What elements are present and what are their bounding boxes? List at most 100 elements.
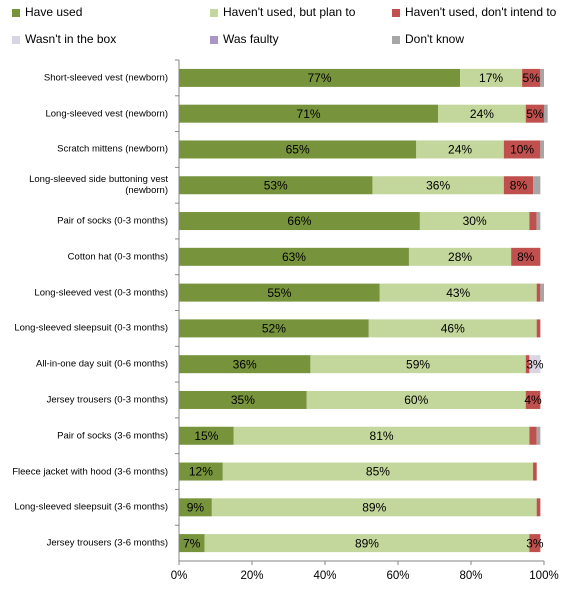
bar-segment <box>536 212 541 231</box>
legend-label: Have used <box>25 5 82 19</box>
bar-segment <box>179 355 311 374</box>
data-label: 5% <box>526 107 544 121</box>
data-label: 81% <box>370 429 394 443</box>
bar-segment <box>419 212 530 231</box>
bar-segment <box>179 390 307 409</box>
x-tick-label: 80% <box>459 570 482 582</box>
bar-segment <box>525 104 544 123</box>
bar-segment <box>379 283 537 302</box>
data-label: 89% <box>362 500 386 514</box>
bar-segment <box>525 390 541 409</box>
data-label: 59% <box>406 357 430 371</box>
bar-segment <box>503 176 534 195</box>
category-label: Long-sleeved side buttoning vest (newbor… <box>29 174 168 197</box>
category-label: Short-sleeved vest (newborn) <box>43 72 168 84</box>
bar-segment <box>544 104 548 123</box>
bar-segment <box>306 390 526 409</box>
category-label: Long-sleeved vest (0-3 months) <box>34 287 168 299</box>
data-label: 10% <box>510 143 534 157</box>
data-label: 77% <box>308 71 332 85</box>
data-label: 17% <box>479 71 503 85</box>
data-label: 65% <box>286 143 310 157</box>
legend-swatch <box>392 36 400 44</box>
legend-swatch <box>12 36 20 44</box>
x-tick-label: 0% <box>171 570 188 582</box>
data-label: 24% <box>470 107 494 121</box>
data-label: 15% <box>194 429 218 443</box>
legend-swatch <box>12 9 20 17</box>
category-label: Scratch mittens (newborn) <box>57 143 168 155</box>
x-tick-label: 20% <box>240 570 263 582</box>
category-label: Long-sleeved sleepsuit (3-6 months) <box>14 501 168 513</box>
data-label: 28% <box>448 250 472 264</box>
data-label: 8% <box>510 178 528 192</box>
x-tick-label: 40% <box>313 570 336 582</box>
category-label: Long-sleeved vest (newborn) <box>45 108 168 120</box>
data-label: 52% <box>262 322 286 336</box>
bar-segment <box>416 140 504 159</box>
bar-segment <box>179 319 369 338</box>
data-label: 53% <box>264 178 288 192</box>
data-label: 66% <box>287 214 311 228</box>
bar-segment <box>179 212 420 231</box>
data-label: 30% <box>463 214 487 228</box>
category-label: Pair of socks (0-3 months) <box>57 215 168 227</box>
bar-segment <box>179 247 409 266</box>
bar-segment <box>536 319 541 338</box>
data-label: 8% <box>517 250 535 264</box>
bar-segment <box>310 355 526 374</box>
legend-label: Was faulty <box>223 32 279 46</box>
legend-swatch <box>210 36 218 44</box>
bar-segment <box>529 212 537 231</box>
bar-segment <box>368 319 537 338</box>
data-label: 46% <box>441 322 465 336</box>
data-label: 63% <box>282 250 306 264</box>
bar-segment <box>179 462 223 481</box>
bar-segment <box>179 498 212 517</box>
data-label: 5% <box>523 71 541 85</box>
data-label: 89% <box>355 536 379 550</box>
legend-label: Don't know <box>405 32 464 46</box>
data-label: 24% <box>448 143 472 157</box>
bar-segment <box>536 283 541 302</box>
category-label: Jersey trousers (0-3 months) <box>46 394 168 406</box>
data-label: 4% <box>524 393 542 407</box>
bar-segment <box>540 283 544 302</box>
bar-segment <box>540 140 544 159</box>
data-label: 7% <box>183 536 201 550</box>
bar-segment <box>211 498 537 517</box>
category-label: All-in-one day suit (0-6 months) <box>36 358 168 370</box>
bar-segment <box>540 68 544 87</box>
data-label: 35% <box>231 393 255 407</box>
data-label: 43% <box>446 286 470 300</box>
bar-segment <box>179 426 234 445</box>
bar-segment <box>529 355 541 374</box>
bar-segment <box>460 68 523 87</box>
bar-segment <box>529 534 541 553</box>
legend-swatch <box>392 9 400 17</box>
data-label: 3% <box>526 357 544 371</box>
data-label: 55% <box>267 286 291 300</box>
bar-segment <box>533 462 537 481</box>
legend-swatch <box>210 9 218 17</box>
data-label: 71% <box>297 107 321 121</box>
x-tick-label: 100% <box>529 570 558 582</box>
data-label: 60% <box>404 393 428 407</box>
category-label: Pair of socks (3-6 months) <box>57 430 168 442</box>
data-label: 3% <box>526 536 544 550</box>
category-label: Jersey trousers (3-6 months) <box>46 537 168 549</box>
data-label: 12% <box>189 465 213 479</box>
bar-segment <box>179 140 417 159</box>
bar-segment <box>179 283 380 302</box>
category-label: Cotton hat (0-3 months) <box>67 251 168 263</box>
bar-segment <box>525 355 530 374</box>
bar-segment <box>536 426 541 445</box>
data-label: 36% <box>233 357 257 371</box>
bar-segment <box>222 462 534 481</box>
bar-segment <box>503 140 541 159</box>
bar-segment <box>522 68 541 87</box>
x-tick-label: 60% <box>386 570 409 582</box>
data-label: 36% <box>426 178 450 192</box>
